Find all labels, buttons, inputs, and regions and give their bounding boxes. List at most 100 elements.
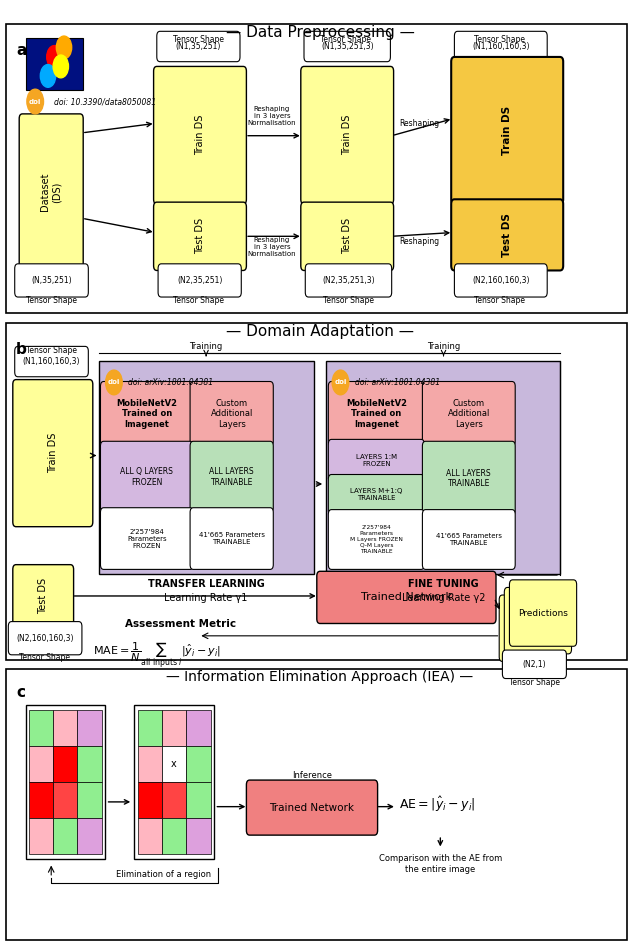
Text: doi: 10.3390/data8050081: doi: 10.3390/data8050081 — [54, 97, 157, 106]
Text: Train DS: Train DS — [342, 115, 352, 156]
FancyBboxPatch shape — [190, 441, 273, 512]
FancyBboxPatch shape — [6, 669, 627, 940]
FancyBboxPatch shape — [502, 650, 566, 679]
Text: Custom
Additional
Layers: Custom Additional Layers — [447, 399, 490, 429]
Text: Train DS: Train DS — [48, 433, 58, 474]
Text: Test DS: Test DS — [195, 218, 205, 254]
FancyBboxPatch shape — [29, 710, 53, 746]
Text: Training: Training — [189, 343, 223, 351]
Text: Tensor Shape: Tensor Shape — [26, 296, 77, 305]
Text: (N1,160,160,3): (N1,160,160,3) — [472, 42, 529, 51]
Circle shape — [106, 370, 122, 395]
Circle shape — [332, 370, 349, 395]
FancyBboxPatch shape — [19, 114, 83, 270]
FancyBboxPatch shape — [29, 746, 53, 782]
Text: Tensor Shape: Tensor Shape — [320, 35, 371, 44]
FancyBboxPatch shape — [246, 780, 378, 835]
Circle shape — [53, 55, 68, 78]
FancyBboxPatch shape — [29, 818, 53, 854]
FancyBboxPatch shape — [422, 441, 515, 515]
FancyBboxPatch shape — [154, 66, 246, 204]
FancyBboxPatch shape — [53, 710, 77, 746]
Text: Reshaping
in 3 layers
Normalisation: Reshaping in 3 layers Normalisation — [248, 105, 296, 126]
Text: (N,35,251): (N,35,251) — [31, 276, 72, 285]
FancyBboxPatch shape — [162, 782, 186, 818]
FancyBboxPatch shape — [328, 510, 424, 569]
Text: Training: Training — [427, 343, 460, 351]
FancyBboxPatch shape — [53, 746, 77, 782]
FancyBboxPatch shape — [77, 818, 102, 854]
Text: 2'257'984
Parameters
FROZEN: 2'257'984 Parameters FROZEN — [127, 529, 166, 549]
FancyBboxPatch shape — [451, 199, 563, 270]
FancyBboxPatch shape — [157, 31, 240, 62]
FancyBboxPatch shape — [454, 31, 547, 62]
Text: Comparison with the AE from
the entire image: Comparison with the AE from the entire i… — [379, 854, 502, 873]
FancyBboxPatch shape — [138, 710, 162, 746]
Text: a: a — [16, 43, 26, 58]
Text: Reshaping: Reshaping — [399, 119, 439, 128]
Text: Test DS: Test DS — [502, 213, 512, 257]
FancyBboxPatch shape — [305, 264, 392, 297]
FancyBboxPatch shape — [15, 346, 88, 377]
Text: MobileNetV2
Trained on
Imagenet: MobileNetV2 Trained on Imagenet — [116, 399, 177, 429]
FancyBboxPatch shape — [158, 264, 241, 297]
Text: Tensor Shape: Tensor Shape — [323, 296, 374, 305]
Text: doi: arXiv:1801.04381: doi: arXiv:1801.04381 — [355, 378, 440, 387]
FancyBboxPatch shape — [186, 818, 211, 854]
Text: $\mathrm{MAE} = \dfrac{1}{N} \sum_{\mathrm{all\ inputs\ }i} |\hat{y}_i - y_i|$: $\mathrm{MAE} = \dfrac{1}{N} \sum_{\math… — [93, 641, 221, 671]
FancyBboxPatch shape — [15, 264, 88, 297]
Text: Tensor Shape: Tensor Shape — [173, 35, 224, 44]
Text: LAYERS 1:M
FROZEN: LAYERS 1:M FROZEN — [356, 455, 397, 467]
Text: Tensor Shape: Tensor Shape — [26, 346, 77, 355]
FancyBboxPatch shape — [138, 818, 162, 854]
Text: doi: doi — [334, 380, 347, 385]
Text: Dataset
(DS): Dataset (DS) — [40, 173, 62, 212]
Text: Learning Rate γ1: Learning Rate γ1 — [164, 593, 248, 604]
Text: Tensor Shape: Tensor Shape — [474, 296, 525, 305]
Text: x: x — [172, 759, 177, 769]
FancyBboxPatch shape — [326, 361, 560, 574]
Text: ALL Q LAYERS
FROZEN: ALL Q LAYERS FROZEN — [120, 467, 173, 487]
FancyBboxPatch shape — [190, 508, 273, 569]
FancyBboxPatch shape — [99, 361, 314, 574]
FancyBboxPatch shape — [186, 710, 211, 746]
Text: doi: doi — [108, 380, 120, 385]
Text: Trained Network: Trained Network — [269, 803, 355, 812]
Text: (N1,35,251,3): (N1,35,251,3) — [321, 42, 374, 51]
Text: Reshaping: Reshaping — [399, 237, 439, 247]
Text: Inference: Inference — [292, 772, 332, 780]
Text: $\mathrm{AE} = |\hat{y}_i - y_i|$: $\mathrm{AE} = |\hat{y}_i - y_i|$ — [399, 795, 475, 814]
Text: 41'665 Parameters
TRAINABLE: 41'665 Parameters TRAINABLE — [198, 532, 265, 545]
Text: Tensor Shape: Tensor Shape — [19, 653, 70, 661]
Text: Train DS: Train DS — [502, 106, 512, 155]
FancyBboxPatch shape — [328, 381, 424, 446]
FancyBboxPatch shape — [138, 746, 162, 782]
FancyBboxPatch shape — [328, 439, 424, 482]
FancyBboxPatch shape — [422, 510, 515, 569]
Text: (N1,35,251): (N1,35,251) — [176, 42, 221, 51]
Text: Test DS: Test DS — [342, 218, 352, 254]
Text: (N2,160,160,3): (N2,160,160,3) — [472, 276, 529, 285]
FancyBboxPatch shape — [53, 818, 77, 854]
Text: MobileNetV2
Trained on
Imagenet: MobileNetV2 Trained on Imagenet — [346, 399, 407, 429]
FancyBboxPatch shape — [77, 710, 102, 746]
Text: (N2,35,251,3): (N2,35,251,3) — [322, 276, 375, 285]
Text: Train DS: Train DS — [195, 115, 205, 156]
Circle shape — [40, 65, 56, 87]
FancyBboxPatch shape — [100, 441, 193, 512]
Text: Tensor Shape: Tensor Shape — [173, 296, 224, 305]
Text: Custom
Additional
Layers: Custom Additional Layers — [211, 399, 253, 429]
Text: Assessment Metric: Assessment Metric — [125, 619, 236, 629]
FancyBboxPatch shape — [77, 746, 102, 782]
Text: (N2,1): (N2,1) — [523, 660, 546, 669]
FancyBboxPatch shape — [138, 782, 162, 818]
FancyBboxPatch shape — [504, 587, 572, 654]
Text: (N2,160,160,3): (N2,160,160,3) — [17, 634, 74, 642]
Text: — Data Preprocessing —: — Data Preprocessing — — [225, 25, 415, 40]
Text: LAYERS M+1:Q
TRAINABLE: LAYERS M+1:Q TRAINABLE — [350, 489, 403, 501]
FancyBboxPatch shape — [499, 595, 566, 661]
FancyBboxPatch shape — [26, 38, 83, 90]
FancyBboxPatch shape — [6, 323, 627, 660]
Text: 2'257'984
Parameters
M Layers FROZEN
Q-M Layers
TRAINABLE: 2'257'984 Parameters M Layers FROZEN Q-M… — [350, 526, 403, 553]
Text: Predictions: Predictions — [518, 608, 568, 618]
